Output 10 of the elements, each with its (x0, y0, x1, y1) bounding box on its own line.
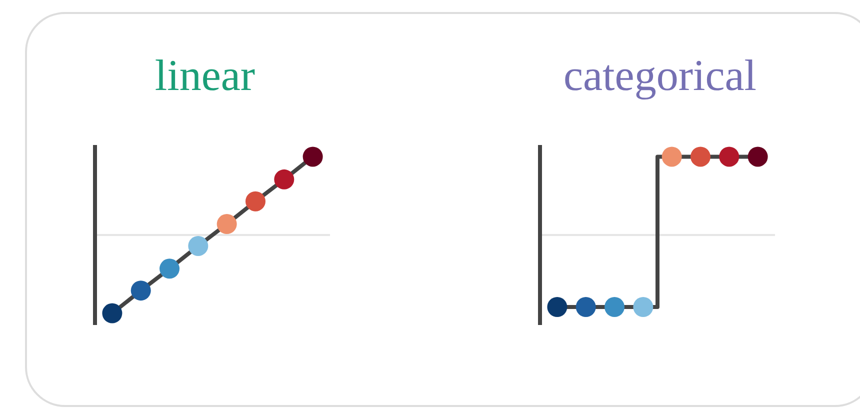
point (102, 303, 122, 324)
point (245, 191, 266, 212)
point (302, 146, 323, 167)
point (216, 214, 237, 234)
point (274, 169, 294, 190)
point (160, 258, 180, 279)
chart-title: categorical (562, 50, 758, 102)
chart-title: linear (154, 50, 256, 102)
point (188, 236, 208, 256)
point (130, 280, 151, 301)
